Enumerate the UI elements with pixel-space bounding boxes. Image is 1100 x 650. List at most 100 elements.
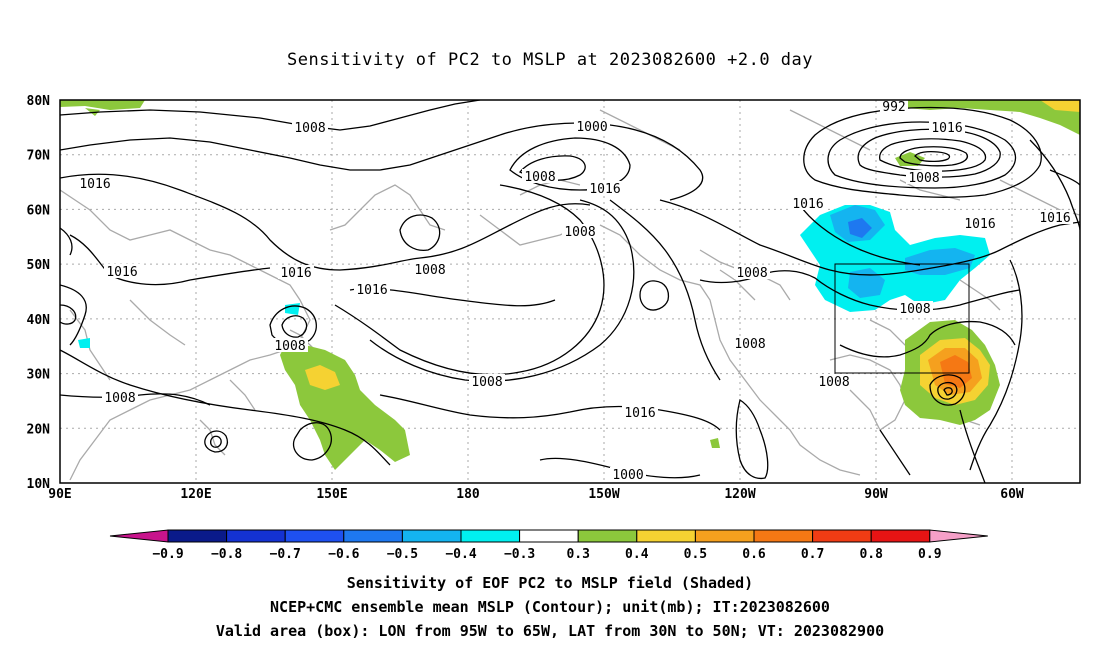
contour-label: 1008 <box>524 170 555 185</box>
shade-neg-east <box>905 248 975 275</box>
contour-label: 1008 <box>908 171 939 186</box>
shade-yellow-kuroshio <box>305 365 340 390</box>
colorbar-low-arrow <box>109 529 169 543</box>
colorbar-segment <box>401 529 462 543</box>
contour-label: 1008 <box>294 121 325 136</box>
colorbar-high-arrow <box>929 529 988 543</box>
colorbar-segment <box>284 529 345 543</box>
contour-label-bg <box>816 374 852 388</box>
shade-positive-arctic-ne <box>900 100 1080 135</box>
contour-label-bg <box>880 100 908 113</box>
contour-label: 1008 <box>734 337 765 352</box>
lat-label: 50N <box>27 258 51 273</box>
shade-positive-northwest <box>60 100 145 110</box>
contour-label: 1016 <box>1039 211 1070 226</box>
colorbar-tick-label: 0.7 <box>801 547 824 562</box>
valid-area-box <box>834 263 970 374</box>
contour-label-bg <box>562 224 598 238</box>
lat-label: 40N <box>27 313 51 328</box>
contour-label-bg <box>897 301 933 315</box>
colorbar-segment <box>226 529 286 543</box>
lat-label: 70N <box>27 149 51 164</box>
contour-label-bg <box>522 169 558 183</box>
contour-label-bg <box>906 170 942 184</box>
contour-label: 992 <box>882 100 905 115</box>
colorbar-tick-label: −0.4 <box>445 547 476 562</box>
lat-label: 60N <box>27 203 51 218</box>
colorbar-segment <box>870 529 931 543</box>
colorbar-segment <box>812 529 872 543</box>
colorbar-segment <box>343 529 403 543</box>
contour-label-bg <box>622 405 658 419</box>
contour-label-bg <box>272 338 308 352</box>
contour-label: 1016 <box>624 406 655 421</box>
contour-label: 1008 <box>104 391 135 406</box>
longitude-labels: 90E 120E 150E 180 150W 120W 90W 60W <box>48 487 1024 502</box>
colorbar-tick-label: −0.5 <box>387 547 418 562</box>
lat-label: 20N <box>27 422 51 437</box>
contour-label-bg <box>278 265 314 279</box>
lon-label: 120E <box>180 487 211 502</box>
lon-label: 180 <box>456 487 480 502</box>
contour-label-bg <box>1037 210 1073 224</box>
contour-label: 1016 <box>106 265 137 280</box>
contour-label-bg <box>354 282 390 296</box>
contour-label: 1016 <box>356 283 387 298</box>
colorbar-segment <box>694 529 755 543</box>
contour-label: 1016 <box>931 121 962 136</box>
lon-label: 150E <box>316 487 347 502</box>
colorbar-segment <box>167 529 228 543</box>
lat-label: 30N <box>27 368 51 383</box>
lat-label: 10N <box>27 477 51 492</box>
lon-label: 150W <box>588 487 619 502</box>
shade-neg-core <box>848 218 872 238</box>
colorbar-tick-label: 0.9 <box>918 547 941 562</box>
contour-label: 1008 <box>274 339 305 354</box>
contour-label: 1008 <box>471 375 502 390</box>
contour-label-bg <box>469 374 505 388</box>
colorbar-tick-label: −0.8 <box>211 547 242 562</box>
contour-label-bg <box>574 119 610 133</box>
contour-label: 1016 <box>792 197 823 212</box>
colorbar: −0.9 −0.8 −0.7 −0.6 −0.5 −0.4 −0.3 0.3 0.4 0.5 0.6… <box>109 529 988 562</box>
contour-label-bg <box>929 120 965 134</box>
lon-label: 90W <box>864 487 888 502</box>
latitude-labels: 80N 70N 60N 50N 40N 30N 20N 10N <box>27 94 51 492</box>
colorbar-segment <box>753 529 814 543</box>
footer-line-3: Valid area (box): LON from 95W to 65W, L… <box>215 622 885 640</box>
contour-label: 1008 <box>818 375 849 390</box>
contour-label-bg <box>292 120 328 134</box>
contour-label: 1016 <box>280 266 311 281</box>
contour-label-bg <box>104 264 140 278</box>
colorbar-tick-label: −0.6 <box>328 547 359 562</box>
colorbar-segment <box>460 529 521 543</box>
chart-title: Sensitivity of PC2 to MSLP at 2023082600… <box>286 50 813 70</box>
shade-neg-small1 <box>285 303 300 315</box>
contour-label: 1016 <box>964 217 995 232</box>
contour-label-bg <box>790 196 826 210</box>
lat-label: 80N <box>27 94 51 109</box>
contour-label: 1000 <box>576 120 607 135</box>
contour-label-bg <box>412 262 448 276</box>
contour-label: 1000 <box>612 468 643 483</box>
contour-label: 1008 <box>736 266 767 281</box>
shade-orange-arctic-ne <box>1040 100 1080 112</box>
contour-label: 1016 <box>79 177 110 192</box>
colorbar-tick-label: 0.5 <box>684 547 707 562</box>
colorbar-tick-label: 0.6 <box>742 547 766 562</box>
colorbar-tick-label: −0.7 <box>270 547 301 562</box>
shade-positive-greenland <box>895 152 925 166</box>
lon-label: 60W <box>1000 487 1024 502</box>
colorbar-tick-label: 0.3 <box>566 547 589 562</box>
colorbar-segment <box>577 529 638 543</box>
contour-label-bg <box>102 390 138 404</box>
contour-label: 1016 <box>589 182 620 197</box>
contour-label-bg <box>587 181 623 195</box>
colorbar-tick-label: −0.3 <box>504 547 535 562</box>
contour-label-bg <box>962 216 998 230</box>
contour-label-bg <box>610 467 646 481</box>
shade-positive-small2 <box>710 438 720 448</box>
colorbar-segment <box>636 529 696 543</box>
colorbar-tick-label: 0.8 <box>859 547 883 562</box>
